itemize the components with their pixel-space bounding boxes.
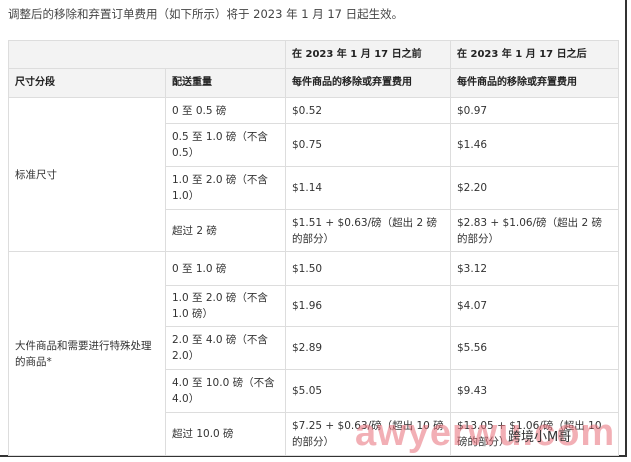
- table-row: 0.5 至 1.0 磅（不含 0.5） $0.75 $1.46: [9, 123, 619, 167]
- before-cell: $1.50: [285, 251, 451, 286]
- size-tier-cell: 大件商品和需要进行特殊处理的商品*: [8, 251, 166, 456]
- after-cell: $9.43: [450, 369, 619, 413]
- weight-cell: 0 至 1.0 磅: [165, 251, 286, 286]
- after-cell: $5.56: [450, 326, 619, 370]
- after-cell: $4.07: [450, 285, 619, 327]
- table-row: 标准尺寸 0 至 0.5 磅 $0.52 $0.97: [8, 97, 619, 252]
- header-before: 在 2023 年 1 月 17 日之前: [285, 40, 451, 69]
- before-cell: $0.52: [285, 97, 451, 124]
- header-fee-after: 每件商品的移除或弃置费用: [450, 68, 619, 98]
- before-cell: $1.51 + $0.63/磅（超出 2 磅的部分）: [285, 209, 451, 252]
- weight-cell: 0 至 0.5 磅: [165, 97, 286, 124]
- after-cell: $13.05 + $1.06/磅（超出 10 磅的部分）: [450, 412, 619, 456]
- weight-cell: 2.0 至 4.0 磅（不含 2.0）: [165, 326, 286, 370]
- table-row: 超过 10.0 磅 $7.25 + $0.63/磅（超出 10 磅的部分） $13.…: [9, 412, 619, 456]
- before-cell: $1.96: [285, 285, 451, 327]
- weight-cell: 4.0 至 10.0 磅（不含 4.0）: [165, 369, 286, 413]
- header-blank: [8, 40, 286, 69]
- weight-cell: 超过 2 磅: [165, 209, 286, 252]
- size-tier-cell: 标准尺寸: [8, 97, 166, 252]
- watermark-account: 跨境小M哥: [508, 430, 572, 445]
- table-row: 1.0 至 2.0 磅（不含 1.0） $1.14 $2.20: [9, 166, 619, 210]
- table-row: 大件商品和需要进行特殊处理的商品* 0 至 1.0 磅 $1.50 $3.12: [8, 251, 619, 456]
- watermark-site: awyerwu.com: [355, 412, 616, 454]
- before-cell: $1.14: [285, 166, 451, 210]
- fee-table: 在 2023 年 1 月 17 日之前 在 2023 年 1 月 17 日之后 …: [8, 40, 619, 456]
- before-cell: $5.05: [285, 369, 451, 413]
- before-cell: $0.75: [285, 123, 451, 167]
- header-after: 在 2023 年 1 月 17 日之后: [450, 40, 619, 69]
- weight-cell: 1.0 至 2.0 磅（不含 1.0 磅）: [165, 285, 286, 327]
- after-cell: $3.12: [450, 251, 619, 286]
- table-row: 1.0 至 2.0 磅（不含 1.0 磅） $1.96 $4.07: [9, 285, 619, 327]
- intro-text: 调整后的移除和弃置订单费用（如下所示）将于 2023 年 1 月 17 日起生效…: [8, 7, 404, 21]
- table-row: 4.0 至 10.0 磅（不含 4.0） $5.05 $9.43: [9, 369, 619, 413]
- header-fee-before: 每件商品的移除或弃置费用: [285, 68, 451, 98]
- after-cell: $1.46: [450, 123, 619, 167]
- after-cell: $0.97: [450, 97, 619, 124]
- after-cell: $2.83 + $1.06/磅（超出 2 磅的部分）: [450, 209, 619, 252]
- header-size-tier: 尺寸分段: [8, 68, 166, 98]
- after-cell: $2.20: [450, 166, 619, 210]
- weight-cell: 超过 10.0 磅: [165, 412, 286, 456]
- header-weight: 配送重量: [165, 68, 286, 98]
- weight-cell: 0.5 至 1.0 磅（不含 0.5）: [165, 123, 286, 167]
- header-row-columns: 尺寸分段 配送重量 每件商品的移除或弃置费用 每件商品的移除或弃置费用: [8, 68, 619, 98]
- header-row-dates: 在 2023 年 1 月 17 日之前 在 2023 年 1 月 17 日之后: [8, 40, 619, 69]
- before-cell: $7.25 + $0.63/磅（超出 10 磅的部分）: [285, 412, 451, 456]
- table-row: 2.0 至 4.0 磅（不含 2.0） $2.89 $5.56: [9, 326, 619, 370]
- before-cell: $2.89: [285, 326, 451, 370]
- weight-cell: 1.0 至 2.0 磅（不含 1.0）: [165, 166, 286, 210]
